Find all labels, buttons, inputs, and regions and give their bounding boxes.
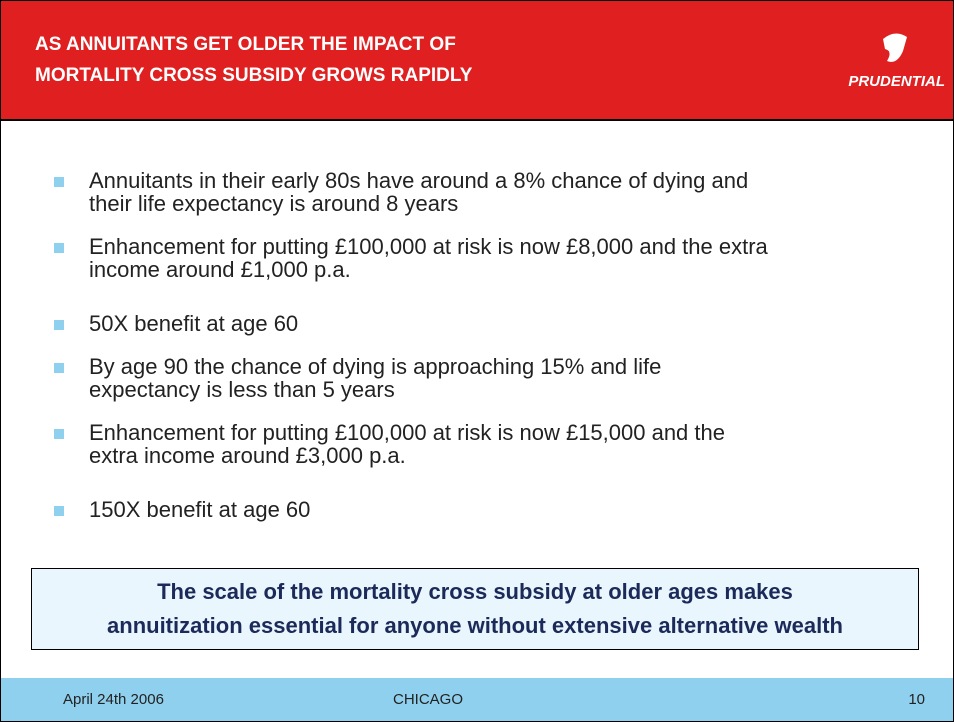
- bullet-text: extra income around £3,000 p.a.: [89, 443, 406, 468]
- callout-line: annuitization essential for anyone witho…: [107, 613, 843, 638]
- bullet-marker: [54, 243, 64, 253]
- bullet-text: their life expectancy is around 8 years: [89, 191, 459, 216]
- footer-page: 10: [908, 691, 925, 708]
- footer-date: April 24th 2006: [63, 691, 164, 708]
- footer: April 24th 2006 CHICAGO 10: [1, 678, 953, 721]
- bullet-text: Enhancement for putting £100,000 at risk…: [89, 234, 768, 259]
- bullet-marker: [54, 506, 64, 516]
- bullet-marker: [54, 429, 64, 439]
- callout: The scale of the mortality cross subsidy…: [31, 568, 919, 650]
- callout-line: The scale of the mortality cross subsidy…: [157, 579, 793, 604]
- bullet-text: income around £1,000 p.a.: [89, 257, 351, 282]
- bullet-text: expectancy is less than 5 years: [89, 377, 395, 402]
- bullet-marker: [54, 363, 64, 373]
- title-line: MORTALITY CROSS SUBSIDY GROWS RAPIDLY: [35, 65, 473, 86]
- header: AS ANNUITANTS GET OLDER THE IMPACT OF MO…: [1, 1, 953, 121]
- logo-icon: [883, 33, 907, 62]
- bullet-text: 50X benefit at age 60: [89, 311, 299, 336]
- logo: PRUDENTIAL: [848, 73, 945, 90]
- bullet-text: Annuitants in their early 80s have aroun…: [89, 168, 749, 193]
- title-line: AS ANNUITANTS GET OLDER THE IMPACT OF: [35, 34, 456, 55]
- bullet-marker: [54, 177, 64, 187]
- footer-place: CHICAGO: [393, 691, 464, 708]
- bullet-marker: [54, 320, 64, 330]
- bullet-text: Enhancement for putting £100,000 at risk…: [89, 420, 725, 445]
- bullet-text: By age 90 the chance of dying is approac…: [89, 354, 662, 379]
- bullet-text: 150X benefit at age 60: [89, 497, 311, 522]
